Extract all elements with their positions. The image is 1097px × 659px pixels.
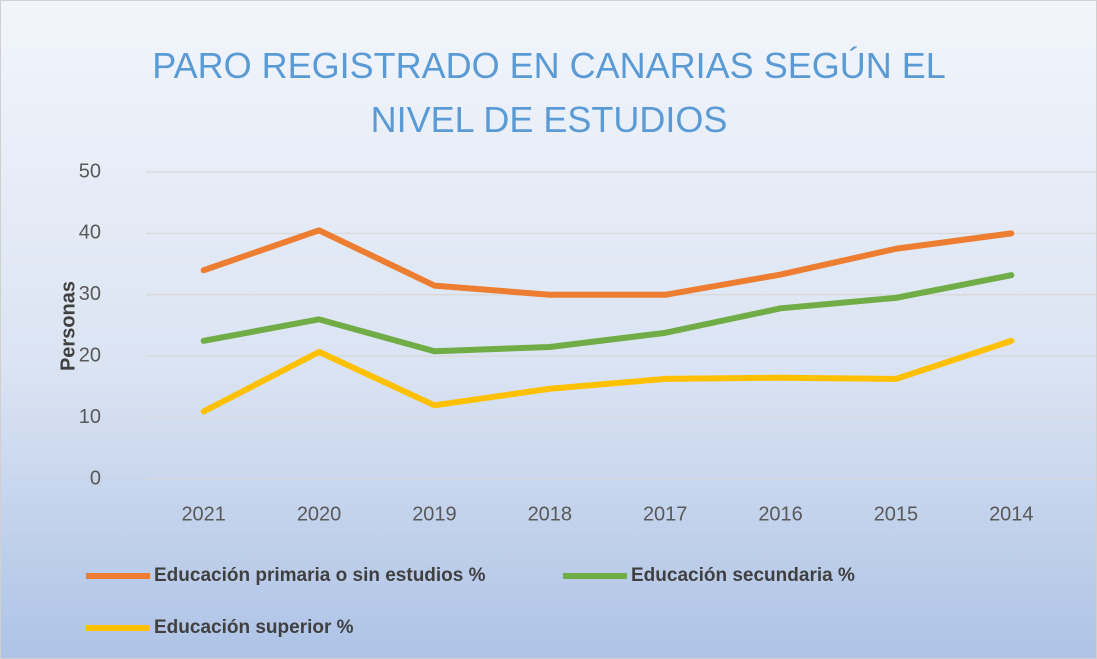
x-tick-label: 2015 xyxy=(874,503,919,525)
x-tick-label: 2014 xyxy=(989,503,1034,525)
x-tick-label: 2021 xyxy=(181,503,226,525)
legend-label: Educación secundaria % xyxy=(631,565,855,586)
y-tick-label: 0 xyxy=(90,467,101,489)
x-tick-label: 2019 xyxy=(412,503,457,525)
y-tick-label: 20 xyxy=(79,344,101,366)
y-axis-label: Personas xyxy=(57,281,79,371)
x-tick-label: 2018 xyxy=(528,503,573,525)
x-tick-label: 2017 xyxy=(643,503,688,525)
x-tick-label: 2020 xyxy=(297,503,342,525)
series-line xyxy=(200,337,1015,415)
legend-label: Educación superior % xyxy=(154,617,354,638)
legend-label: Educación primaria o sin estudios % xyxy=(154,565,486,586)
series-line xyxy=(200,272,1015,355)
series-line xyxy=(200,227,1015,298)
chart-title: PARO REGISTRADO EN CANARIAS SEGÚN EL NIV… xyxy=(152,45,946,140)
y-tick-label: 50 xyxy=(79,160,101,182)
y-tick-label: 30 xyxy=(79,283,101,305)
x-tick-label: 2016 xyxy=(758,503,803,525)
y-tick-label: 10 xyxy=(79,406,101,428)
y-tick-label: 40 xyxy=(79,222,101,244)
